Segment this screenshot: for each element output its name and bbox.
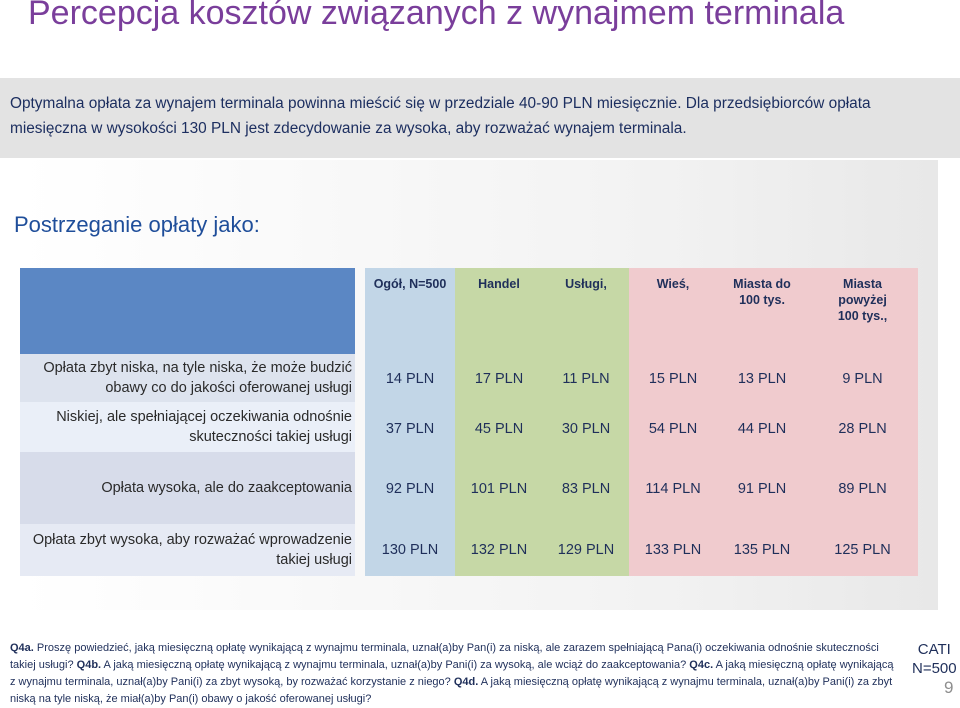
summary-text: Optymalna opłata za wynajem terminala po… (10, 95, 871, 137)
column-header: Usługi, (565, 277, 607, 291)
column-header: Miasta do 100 tys. (733, 277, 791, 307)
question-label: Q4c. (686, 659, 714, 671)
table-cell: 129 PLN (557, 542, 615, 558)
question-text: Proszę powiedzieć, jaką miesięczną opłat… (10, 642, 879, 671)
row-label: Opłata wysoka, ale do zaakceptowania (20, 452, 355, 524)
table-cell: 54 PLN (648, 421, 698, 437)
table-cell: 45 PLN (474, 421, 524, 437)
table-cell: 91 PLN (737, 481, 787, 497)
row-label: Niskiej, ale spełniającej oczekiwania od… (20, 402, 355, 452)
table-cell: 14 PLN (385, 371, 435, 387)
table-cell: 132 PLN (470, 542, 528, 558)
method-info: CATI N=500 (912, 640, 957, 678)
table-cell: 15 PLN (648, 371, 698, 387)
row-label: Opłata zbyt wysoka, aby rozważać wprowad… (20, 524, 355, 576)
table-cell: 17 PLN (474, 371, 524, 387)
column-bg-total (365, 268, 455, 576)
table-corner (20, 268, 355, 354)
question-footnote: Q4a. Proszę powiedzieć, jaką miesięczną … (10, 640, 895, 708)
column-header: Handel (478, 277, 520, 291)
table-cell: 37 PLN (385, 421, 435, 437)
column-bg-trade (455, 268, 543, 576)
question-label: Q4d. (450, 676, 479, 688)
table-cell: 133 PLN (644, 542, 702, 558)
table-cell: 125 PLN (834, 542, 891, 558)
page-number: 9 (944, 678, 954, 697)
column-header: Wieś, (656, 277, 690, 291)
column-bg-city-small (717, 268, 807, 576)
table-cell: 83 PLN (561, 481, 611, 497)
row-label: Opłata zbyt niska, na tyle niska, że moż… (20, 354, 355, 402)
table-cell: 11 PLN (562, 371, 610, 387)
page-title: Percepcja kosztów związanych z wynajmem … (28, 0, 845, 32)
column-bg-services (543, 268, 629, 576)
table-cell: 130 PLN (381, 542, 439, 558)
table-cell: 44 PLN (737, 421, 787, 437)
sample-size: N=500 (912, 660, 957, 677)
table-cell: 135 PLN (733, 542, 791, 558)
table-cell: 101 PLN (470, 481, 528, 497)
table-cell: 30 PLN (561, 421, 611, 437)
summary-banner (0, 78, 960, 158)
table-cell: 89 PLN (838, 481, 887, 497)
table-cell: 13 PLN (737, 371, 787, 387)
method-label: CATI (917, 641, 951, 658)
section-subtitle: Postrzeganie opłaty jako: (14, 212, 260, 237)
column-bg-city-large (807, 268, 918, 576)
table-cell: 28 PLN (838, 421, 887, 437)
question-text: A jaką miesięczną opłatę wynikającą z wy… (101, 659, 687, 671)
price-perception-table: Ogół, N=500 Handel Usługi, Wieś, Miasta … (20, 268, 918, 576)
question-text: A jaką miesięczną opłatę wynikającą z wy… (10, 659, 894, 688)
column-bg-village (629, 268, 717, 576)
table-cell: 9 PLN (842, 371, 883, 387)
table-cell: 92 PLN (385, 481, 435, 497)
question-label: Q4a. (10, 642, 34, 654)
column-header: Ogół, N=500 (373, 277, 447, 291)
table-cell: 114 PLN (645, 481, 701, 497)
question-label: Q4b. (73, 659, 102, 671)
column-header: Miasta powyżej 100 tys., (837, 277, 888, 323)
